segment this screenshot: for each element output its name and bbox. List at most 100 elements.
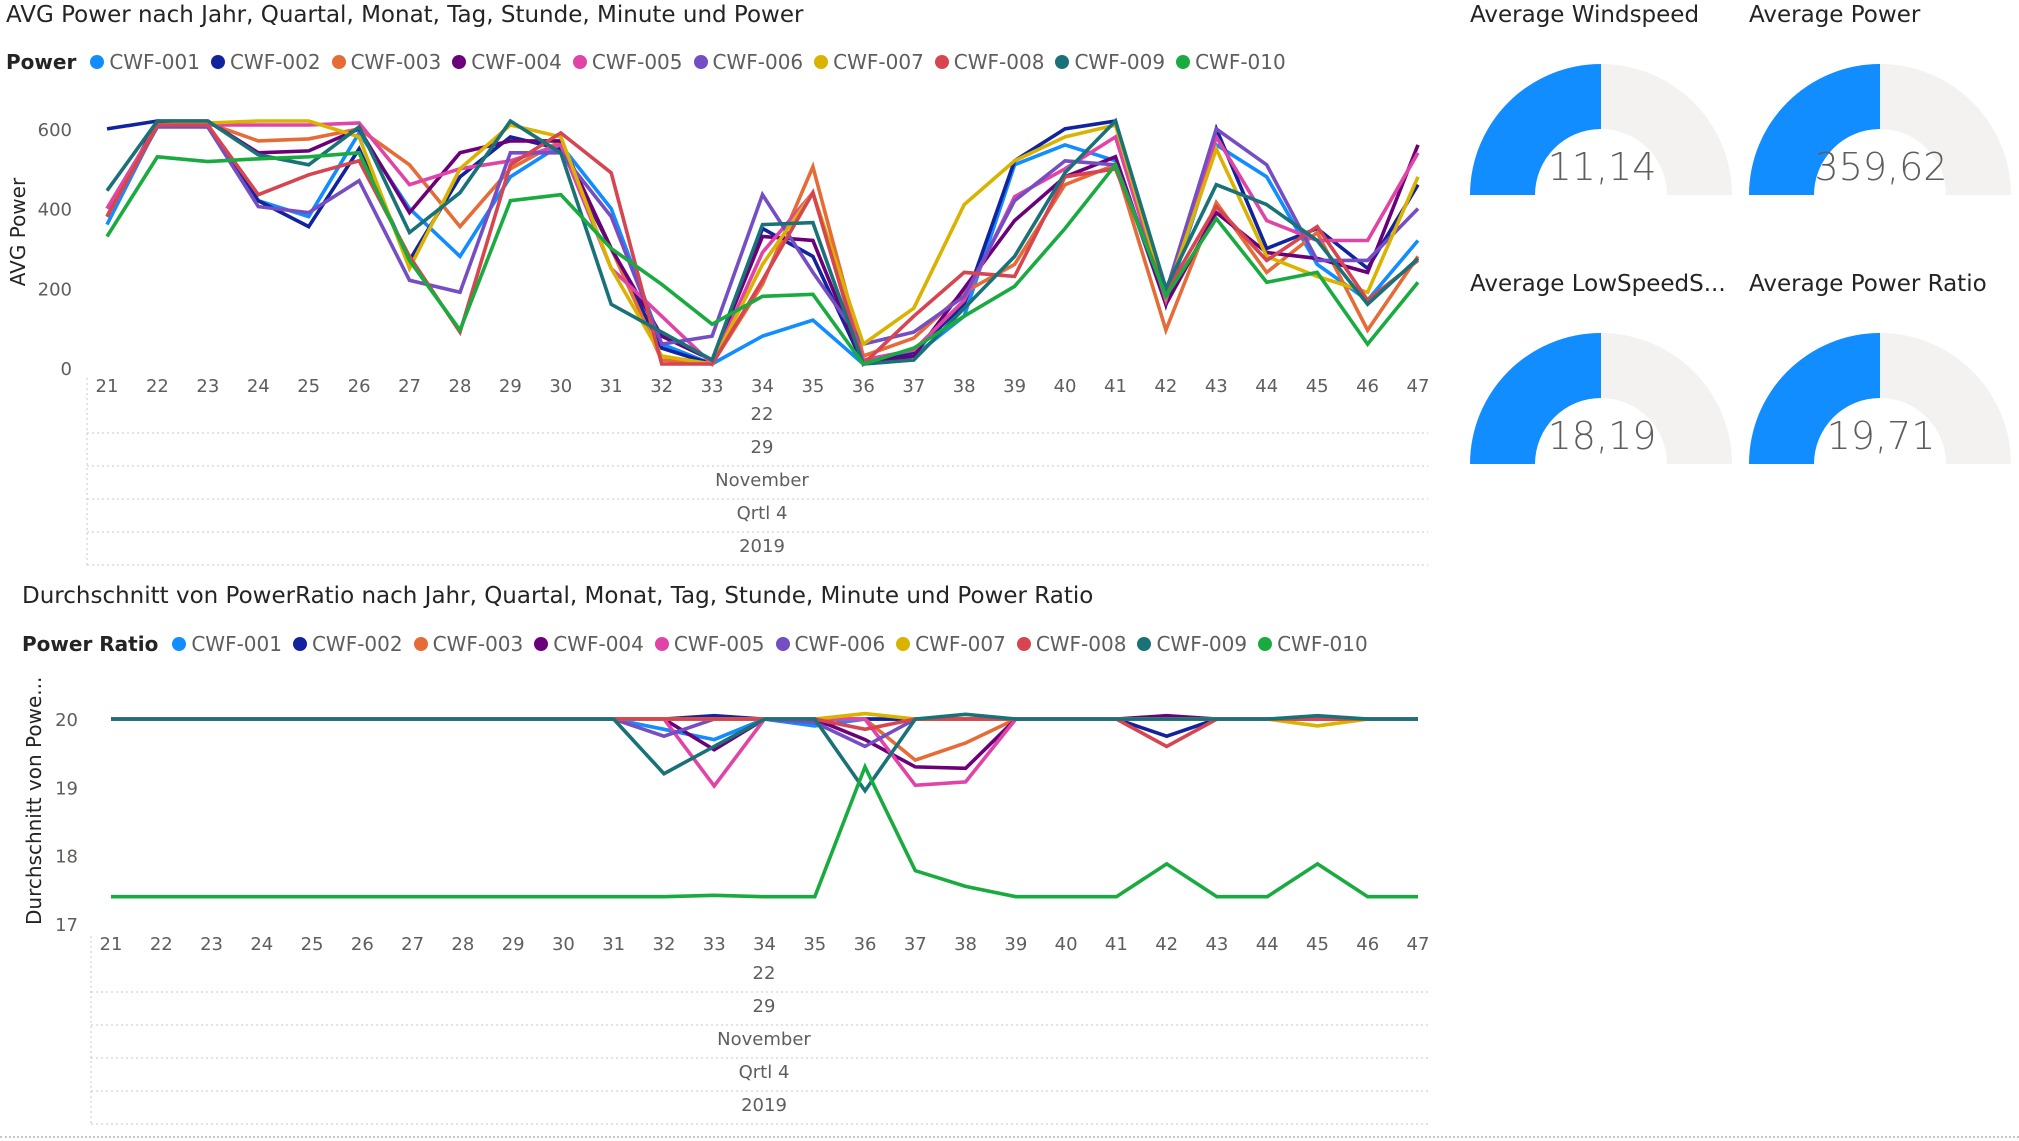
ratio-legend-item-cwf-007[interactable]: CWF-007 <box>896 632 1006 656</box>
power-x-tick-label: 39 <box>1003 376 1026 397</box>
ratio-x-tick-label: 33 <box>703 934 726 955</box>
power-x-tick-label: 24 <box>247 376 270 397</box>
ratio-series-line-cwf-008[interactable] <box>111 717 1418 749</box>
power-legend-item-cwf-002[interactable]: CWF-002 <box>210 50 321 74</box>
ratio-x-tick-label: 41 <box>1105 934 1128 955</box>
ratio-y-tick-label: 17 <box>55 915 78 936</box>
gauge-card-average-power-ratio[interactable]: Average Power Ratio 19,71 <box>1749 269 2014 469</box>
power-series-line-cwf-008[interactable] <box>105 123 1420 368</box>
ratio-legend-item-cwf-001[interactable]: CWF-001 <box>172 632 282 656</box>
ratio-series-line-cwf-009[interactable] <box>111 712 1418 794</box>
power-x-tick-label: 45 <box>1306 376 1329 397</box>
power-x-tick-label: 37 <box>902 376 925 397</box>
power-line-chart[interactable]: 0 200 400 600 21 22 23 24 25 26 27 28 29 30 31 32 33 34 35… <box>0 0 1440 570</box>
power-x-tick-label: 27 <box>398 376 421 397</box>
legend-marker-icon <box>1016 637 1031 651</box>
ratio-x-tick-label: 30 <box>552 934 575 955</box>
gauge-title: Average Power <box>1749 2 1921 28</box>
gauge-fill <box>1470 64 1601 195</box>
power-legend-item-cwf-005[interactable]: CWF-005 <box>572 50 683 74</box>
gauge-card-average-lowspeeds[interactable]: Average LowSpeedS... 18,19 <box>1470 269 1735 469</box>
legend-marker-icon <box>292 637 307 651</box>
power-hierarchy-label: 29 <box>751 437 774 458</box>
ratio-legend-label: CWF-009 <box>1156 632 1248 656</box>
power-hierarchy-label: 2019 <box>739 536 785 557</box>
power-x-tick-label: 42 <box>1154 376 1177 397</box>
ratio-legend-item-cwf-005[interactable]: CWF-005 <box>654 632 765 656</box>
ratio-legend-label: CWF-005 <box>673 632 765 656</box>
power-legend-item-cwf-007[interactable]: CWF-007 <box>814 50 924 74</box>
power-legend-label: CWF-003 <box>350 50 442 74</box>
power-series-line-cwf-007[interactable] <box>105 119 1420 366</box>
power-series-line-cwf-010[interactable] <box>105 150 1420 367</box>
legend-marker-icon <box>1055 55 1070 69</box>
gauge-card-average-windspeed[interactable]: Average Windspeed 11,14 <box>1470 0 1735 200</box>
gauge-card-average-power[interactable]: Average Power 359,62 <box>1749 0 2014 200</box>
ratio-x-tick-label: 42 <box>1155 934 1178 955</box>
ratio-legend-item-cwf-003[interactable]: CWF-003 <box>413 632 523 656</box>
ratio-legend-item-cwf-008[interactable]: CWF-008 <box>1016 632 1126 656</box>
ratio-x-tick-label: 40 <box>1055 934 1078 955</box>
ratio-x-tick-label: 26 <box>351 934 374 955</box>
legend-marker-icon <box>572 55 587 69</box>
power-series-line-cwf-009[interactable] <box>105 117 1420 366</box>
ratio-series-line-cwf-003[interactable] <box>111 717 1418 763</box>
power-legend-label: CWF-004 <box>471 50 562 74</box>
power-legend-item-cwf-008[interactable]: CWF-008 <box>934 50 1045 74</box>
power-x-tick-label: 22 <box>146 376 169 397</box>
power-legend: Power CWF-001 CWF-002 CWF-003 CWF-004 CWF-00… <box>6 50 1297 74</box>
power-x-tick-label: 23 <box>196 376 219 397</box>
ratio-x-tick-label: 34 <box>753 934 776 955</box>
ratio-x-tick-label: 31 <box>602 934 625 955</box>
ratio-legend-item-cwf-010[interactable]: CWF-010 <box>1258 632 1368 656</box>
ratio-legend: Power Ratio CWF-001 CWF-002 CWF-003 CWF-004… <box>22 632 1379 656</box>
power-legend-item-cwf-001[interactable]: CWF-001 <box>90 50 200 74</box>
power-series-line-cwf-006[interactable] <box>105 125 1420 347</box>
gauge-title: Average Windspeed <box>1470 2 1700 28</box>
gauge-dial <box>1470 64 1732 195</box>
power-x-tick-label: 47 <box>1407 376 1430 397</box>
ratio-x-tick-label: 44 <box>1256 934 1279 955</box>
power-x-tick-label: 41 <box>1104 376 1127 397</box>
ratio-legend-label: CWF-001 <box>191 632 282 656</box>
ratio-legend-item-cwf-006[interactable]: CWF-006 <box>775 632 886 656</box>
legend-marker-icon <box>534 637 549 651</box>
power-x-tick-label: 35 <box>801 376 824 397</box>
power-series-line-cwf-005[interactable] <box>105 121 1420 368</box>
ratio-legend-label: CWF-006 <box>794 632 886 656</box>
ratio-legend-item-cwf-002[interactable]: CWF-002 <box>292 632 403 656</box>
legend-marker-icon <box>1176 55 1191 69</box>
power-legend-item-cwf-004[interactable]: CWF-004 <box>452 50 562 74</box>
power-legend-item-cwf-010[interactable]: CWF-010 <box>1176 50 1286 74</box>
ratio-legend-item-cwf-004[interactable]: CWF-004 <box>534 632 644 656</box>
power-legend-label: CWF-006 <box>712 50 804 74</box>
gauge-title: Average LowSpeedS... <box>1470 271 1726 297</box>
legend-marker-icon <box>654 637 669 651</box>
ratio-series-line-cwf-006[interactable] <box>111 717 1418 749</box>
power-x-tick-label: 34 <box>751 376 774 397</box>
legend-marker-icon <box>934 55 949 69</box>
power-legend-item-cwf-009[interactable]: CWF-009 <box>1055 50 1165 74</box>
legend-marker-icon <box>210 55 225 69</box>
ratio-x-tick-label: 28 <box>451 934 474 955</box>
power-legend-label: CWF-001 <box>109 50 200 74</box>
power-legend-label: CWF-008 <box>953 50 1045 74</box>
ratio-line-chart[interactable]: 17 18 19 20 21 22 23 24 25 26 27 28 29 30 31 32 33 34 35 36… <box>0 570 1440 1130</box>
ratio-series-line-cwf-001[interactable] <box>111 717 1418 742</box>
ratio-series-line-cwf-005[interactable] <box>111 717 1418 789</box>
power-y-tick-label: 200 <box>38 279 72 300</box>
ratio-series-line-cwf-004[interactable] <box>111 713 1418 771</box>
power-legend-item-cwf-003[interactable]: CWF-003 <box>331 50 442 74</box>
ratio-hierarchy-label: Qrtl 4 <box>739 1062 790 1083</box>
ratio-legend-label: CWF-002 <box>311 632 403 656</box>
ratio-hierarchy-label: 29 <box>753 996 776 1017</box>
power-x-tick-label: 21 <box>96 376 119 397</box>
power-x-tick-label: 44 <box>1255 376 1278 397</box>
ratio-x-tick-label: 32 <box>653 934 676 955</box>
ratio-series-line-cwf-010[interactable] <box>111 762 1418 899</box>
ratio-y-tick-label: 20 <box>55 710 78 731</box>
ratio-legend-label: CWF-004 <box>553 632 644 656</box>
ratio-legend-item-cwf-009[interactable]: CWF-009 <box>1137 632 1247 656</box>
power-y-tick-label: 600 <box>38 120 72 141</box>
power-legend-item-cwf-006[interactable]: CWF-006 <box>693 50 804 74</box>
